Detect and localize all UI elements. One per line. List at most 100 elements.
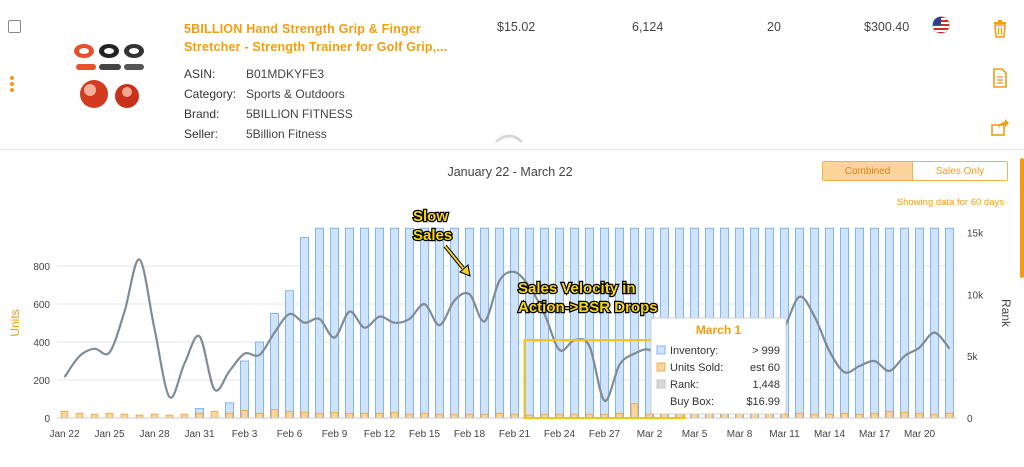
tooltip-label: Buy Box:: [670, 396, 714, 408]
annotation-arrow: [444, 245, 464, 269]
rank-value: 6,124: [632, 20, 664, 34]
annotation-velocity-line2: Action->BSR Drops: [518, 299, 658, 316]
category-value: Sports & Outdoors: [246, 87, 345, 101]
x-tick-label: Jan 31: [184, 429, 214, 440]
document-icon[interactable]: [990, 68, 1010, 88]
inventory-bar: [524, 227, 535, 419]
units-sold-bar: [60, 410, 69, 419]
x-tick-label: Mar 2: [637, 429, 663, 440]
inventory-bar: [824, 227, 835, 419]
units-sold-bar: [810, 413, 819, 419]
units-sold-bar: [450, 413, 459, 419]
more-options-icon[interactable]: [9, 76, 15, 94]
tooltip-value: > 999: [752, 345, 780, 357]
rank-line: [63, 258, 951, 410]
units-sold-bar: [945, 412, 954, 419]
y-tick-right: 0: [967, 414, 973, 425]
inventory-bar: [284, 290, 295, 419]
inventory-bar: [329, 227, 340, 419]
inventory-bar: [479, 227, 490, 419]
units-sold-bar: [405, 413, 414, 419]
date-range-label: January 22 - March 22: [447, 165, 573, 179]
inventory-bar: [629, 227, 640, 419]
brand-label: Brand:: [184, 107, 220, 121]
x-tick-label: Mar 20: [904, 429, 936, 440]
units-sold-bar: [840, 412, 849, 419]
y-tick-left: 400: [33, 338, 50, 349]
units-sold-bar: [900, 411, 909, 419]
units-sold-bar: [255, 412, 264, 419]
inventory-bar: [584, 227, 595, 419]
tooltip-title: March 1: [696, 323, 742, 337]
x-tick-label: Mar 14: [814, 429, 846, 440]
tooltip-value: est 60: [750, 362, 780, 374]
tooltip-label: Units Sold:: [670, 362, 723, 374]
units-sold-bar: [105, 412, 114, 419]
x-tick-label: Mar 17: [859, 429, 891, 440]
trash-icon[interactable]: [990, 19, 1010, 39]
x-tick-label: Feb 15: [409, 429, 441, 440]
product-row: 5BILLION Hand Strength Grip & Finger Str…: [0, 0, 1024, 150]
units-sold-bar: [300, 411, 309, 419]
product-image: [74, 44, 144, 108]
inventory-bar: [404, 227, 415, 419]
x-tick-label: Mar 5: [682, 429, 708, 440]
units-sold-bar: [90, 413, 99, 419]
inventory-bar: [599, 227, 610, 419]
x-tick-label: Feb 18: [454, 429, 486, 440]
x-tick-label: Feb 27: [589, 429, 621, 440]
units-sold-bar: [855, 413, 864, 419]
units-sold-bar: [180, 413, 189, 419]
units-sold-bar: [465, 413, 474, 419]
units-sold-bar: [510, 413, 519, 419]
view-toggle[interactable]: Combined Sales Only: [822, 161, 1008, 181]
x-tick-label: Jan 28: [139, 429, 169, 440]
inventory-bar: [344, 227, 355, 419]
sales-only-button[interactable]: Sales Only: [913, 162, 1007, 180]
collapse-chevron-icon[interactable]: [494, 130, 524, 144]
inventory-bar: [419, 227, 430, 419]
x-tick-label: Feb 6: [277, 429, 303, 440]
units-sold-bar: [360, 412, 369, 419]
units-sold-bar: [735, 413, 744, 419]
y-tick-left: 200: [33, 376, 50, 387]
combined-button[interactable]: Combined: [823, 162, 913, 180]
seller-label: Seller:: [184, 127, 219, 141]
seller-value: 5Billion Fitness: [246, 127, 327, 141]
tooltip-box: [650, 317, 787, 415]
units-sold-bar: [795, 412, 804, 419]
annotation-arrowhead: [459, 264, 471, 277]
x-tick-label: Jan 22: [49, 429, 79, 440]
annotation-velocity-line1: Sales Velocity in: [518, 280, 636, 297]
units-sold-bar: [765, 413, 774, 419]
units-sold-bar: [480, 413, 489, 419]
units-sold-bar: [150, 413, 159, 419]
inventory-bar: [929, 227, 940, 419]
units-sold-bar: [870, 412, 879, 419]
y-tick-right: 10k: [967, 290, 984, 301]
x-tick-label: Mar 8: [727, 429, 753, 440]
annotation-slow-line2: Sales: [413, 227, 452, 244]
y-axis-label-right: Rank: [999, 299, 1013, 328]
scrollbar[interactable]: [1020, 158, 1024, 278]
x-tick-label: Feb 24: [544, 429, 576, 440]
inventory-bar: [944, 227, 955, 419]
inventory-bar: [239, 360, 250, 419]
inventory-bar: [464, 227, 475, 419]
units-sold-bar: [330, 411, 339, 419]
inventory-bar: [509, 227, 520, 419]
inventory-bar: [494, 227, 505, 419]
units-sold-bar: [825, 413, 834, 419]
inventory-bar: [569, 227, 580, 419]
x-tick-label: Feb 12: [364, 429, 396, 440]
units-sold-bar: [390, 411, 399, 419]
share-icon[interactable]: [990, 117, 1010, 137]
units-sold-bar: [195, 412, 204, 419]
product-title-link[interactable]: 5BILLION Hand Strength Grip & Finger Str…: [184, 20, 454, 56]
price-value: $15.02: [497, 20, 536, 34]
inventory-bar: [359, 227, 370, 419]
units-sold-bar: [210, 410, 219, 419]
y-tick-left: 600: [33, 300, 50, 311]
select-checkbox[interactable]: [8, 20, 21, 33]
units-sold-bar: [435, 413, 444, 419]
